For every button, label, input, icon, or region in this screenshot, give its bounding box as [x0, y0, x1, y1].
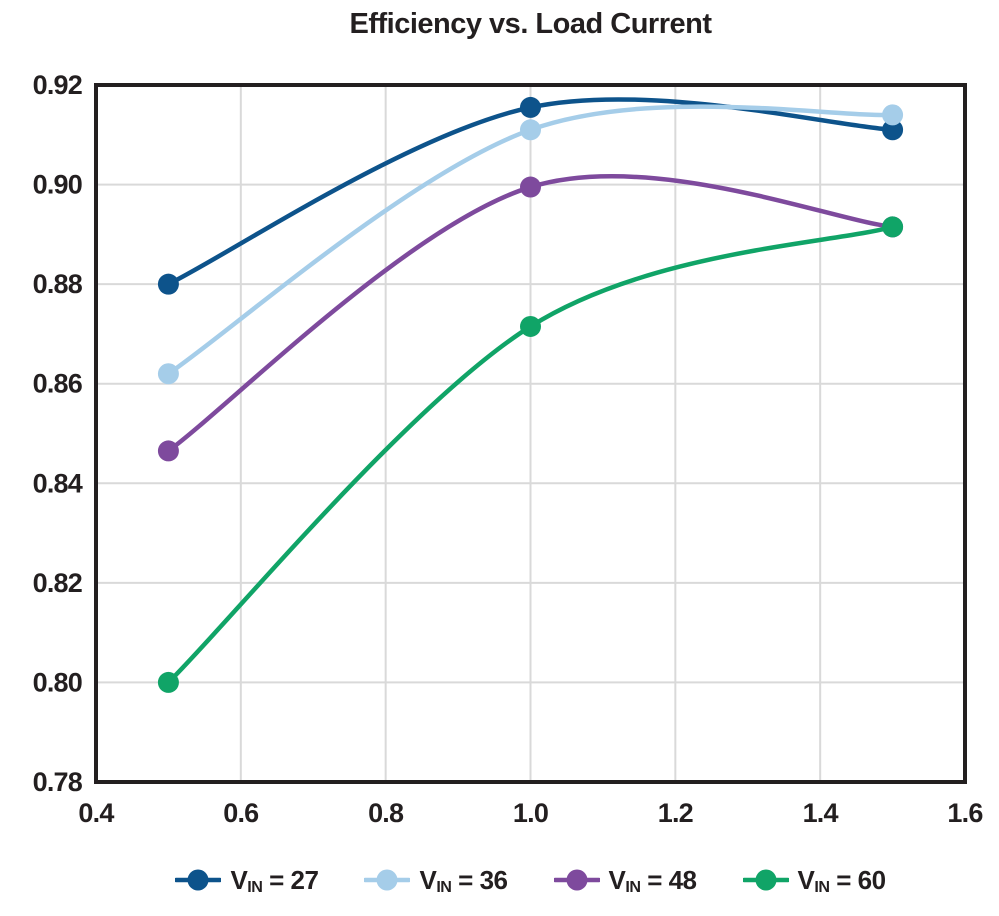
legend-dot [376, 869, 398, 891]
data-point-vin-27 [882, 119, 904, 141]
legend-item: VIN = 27 [175, 864, 319, 897]
chart-title: Efficiency vs. Load Current [349, 8, 713, 40]
legend-marker-icon [553, 869, 600, 891]
y-tick-label: 0.78 [33, 767, 83, 797]
data-point-vin-27 [157, 273, 179, 295]
data-point-vin-60 [882, 216, 904, 238]
legend-label: VIN = 48 [608, 864, 698, 897]
legend-item: VIN = 60 [742, 864, 887, 897]
legend-dot [187, 869, 209, 891]
legend-label: VIN = 27 [230, 864, 319, 897]
x-tick-label: 1.6 [947, 798, 983, 828]
data-point-vin-36 [882, 104, 904, 126]
plot-border [94, 83, 967, 784]
legend-dot [566, 869, 587, 891]
y-tick-label: 0.84 [33, 468, 83, 498]
y-tick-label: 0.82 [33, 568, 82, 598]
legend: VIN = 27 VIN = 36 VIN = 48 VIN = 60 [96, 851, 965, 909]
legend-label: VIN = 60 [797, 864, 887, 897]
legend-dot [755, 869, 777, 891]
y-tick-label: 0.88 [33, 269, 83, 299]
x-tick-label: 0.8 [368, 798, 404, 828]
x-tick-label: 1.0 [513, 798, 548, 828]
data-point-vin-36 [157, 363, 179, 385]
y-tick-label: 0.90 [33, 170, 82, 200]
data-point-vin-48 [157, 440, 179, 462]
data-point-vin-60 [157, 671, 179, 693]
data-point-vin-27 [520, 96, 541, 118]
plot-area: 0.78 0.80 0.82 0.84 0.86 0.88 0.90 0.92 0.4 0.6 0.… [33, 70, 985, 828]
x-tick-label: 1.2 [658, 798, 693, 828]
x-tick-label: 0.4 [78, 798, 114, 828]
x-tick-label: 1.4 [803, 798, 839, 828]
x-tick-label: 0.6 [223, 798, 259, 828]
y-tick-label: 0.80 [33, 667, 82, 697]
data-point-vin-36 [520, 119, 541, 141]
legend-item: VIN = 36 [364, 864, 508, 897]
legend-marker-icon [175, 869, 222, 891]
legend-marker-icon [364, 869, 411, 891]
data-point-vin-48 [520, 176, 541, 198]
y-tick-label: 0.92 [33, 70, 82, 100]
legend-label: VIN = 36 [419, 864, 508, 897]
data-point-vin-60 [520, 315, 541, 337]
legend-marker-icon [742, 869, 789, 891]
legend-item: VIN = 48 [553, 864, 698, 897]
y-tick-label: 0.86 [33, 369, 83, 399]
